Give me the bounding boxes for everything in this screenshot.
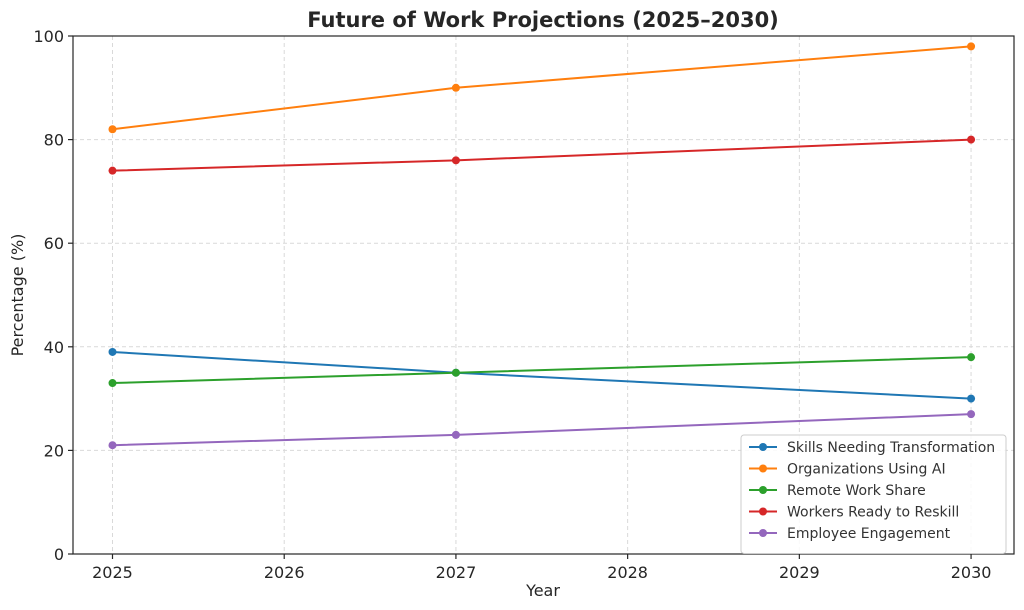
- legend-label: Remote Work Share: [787, 483, 926, 499]
- legend-swatch-marker: [759, 507, 767, 516]
- data-point: [451, 83, 460, 92]
- series-line: [112, 350, 972, 400]
- legend-swatch-marker: [759, 464, 767, 473]
- data-point: [108, 125, 117, 134]
- series-remote-work-share: [108, 353, 976, 388]
- series-line: [112, 356, 972, 385]
- data-point: [451, 156, 460, 165]
- data-point: [967, 42, 976, 51]
- chart-title: Future of Work Projections (2025–2030): [307, 8, 779, 32]
- data-point: [967, 394, 976, 403]
- series-line: [112, 138, 972, 172]
- data-point: [451, 430, 460, 439]
- x-tick-label: 2027: [436, 563, 477, 582]
- y-axis-label: Percentage (%): [8, 234, 27, 357]
- y-tick-label: 100: [33, 27, 64, 46]
- x-tick-label: 2030: [951, 563, 992, 582]
- series-line: [112, 45, 972, 131]
- x-tick-label: 2025: [92, 563, 133, 582]
- legend-box: [740, 434, 1007, 554]
- series-organizations-using-ai: [108, 42, 976, 134]
- y-tick-label: 20: [44, 441, 64, 460]
- data-point: [108, 166, 117, 175]
- x-axis-label: Year: [525, 581, 560, 600]
- legend-label: Employee Engagement: [787, 526, 951, 542]
- series-workers-ready-to-reskill: [108, 135, 976, 175]
- axes: 2025 2026 2027 2028 2029 2030 0 20 40 60 80 100: [33, 27, 1015, 582]
- plot-frame: [72, 35, 1015, 555]
- data-series: [108, 42, 976, 450]
- y-tick-label: 40: [44, 338, 64, 357]
- legend-swatch-marker: [759, 529, 767, 537]
- legend-swatch-marker: [759, 443, 767, 451]
- y-tick-label: 60: [44, 234, 64, 253]
- data-point: [967, 410, 976, 419]
- data-point: [451, 368, 460, 377]
- legend-label: Skills Needing Transformation: [787, 440, 995, 456]
- data-point: [967, 353, 976, 362]
- x-tick-label: 2028: [607, 563, 648, 582]
- y-tick-label: 80: [44, 131, 64, 150]
- x-tick-label: 2029: [779, 563, 820, 582]
- data-point: [108, 441, 117, 450]
- series-employee-engagement: [108, 410, 976, 450]
- data-point: [108, 347, 117, 356]
- y-tick-label: 0: [54, 545, 64, 564]
- data-point: [108, 379, 117, 388]
- legend-swatch-marker: [759, 486, 767, 494]
- data-point: [967, 135, 976, 144]
- x-tick-label: 2026: [264, 563, 305, 582]
- legend-label: Organizations Using AI: [787, 462, 946, 478]
- series-skills-needing-transformation: [108, 347, 976, 403]
- legend: Skills Needing Transformation Organizatio…: [740, 434, 1007, 554]
- legend-label: Workers Ready to Reskill: [787, 505, 959, 521]
